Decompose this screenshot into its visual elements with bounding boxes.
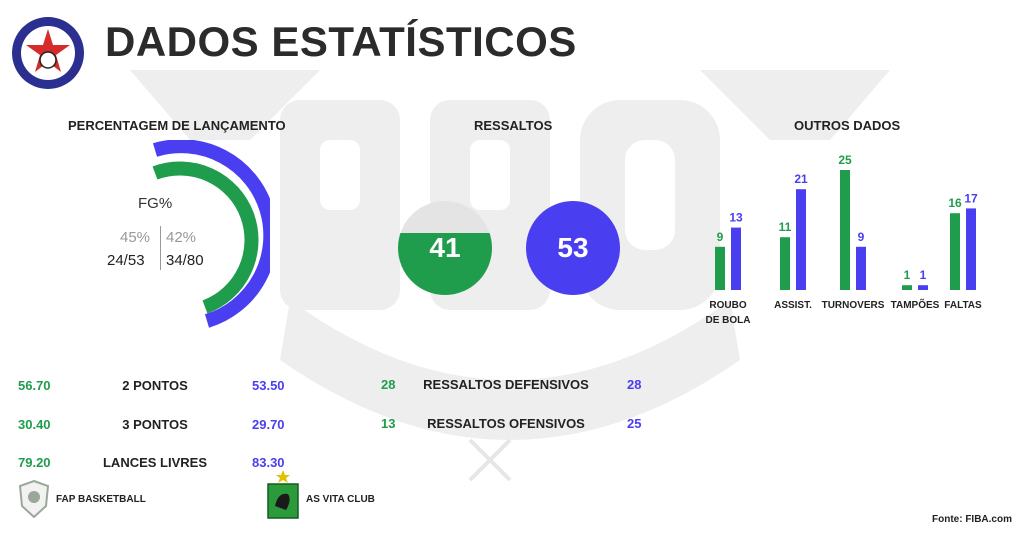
other-section-title: OUTROS DADOS xyxy=(794,118,901,133)
team-a-rebounds-value: 41 xyxy=(429,232,461,263)
team-b-stat-value: 53.50 xyxy=(252,378,285,393)
bar-value-label: 13 xyxy=(729,211,743,225)
bar-value-label: 1 xyxy=(920,268,927,282)
team-b-rebounds-value: 53 xyxy=(557,232,589,263)
bar-value-label: 9 xyxy=(717,230,724,244)
bar-value-label: 21 xyxy=(794,172,808,186)
team-a-fg-pct: 45% xyxy=(120,229,151,246)
bar-team-a-1 xyxy=(780,237,790,290)
team-b-stat-value: 28 xyxy=(627,377,642,392)
bar-team-a-2 xyxy=(840,170,850,290)
page-title: DADOS ESTATÍSTICOS xyxy=(105,18,577,65)
bar-team-a-0 xyxy=(715,246,725,290)
club-logo xyxy=(12,17,84,89)
team-b-fg-pct: 42% xyxy=(166,229,197,246)
stat-label: RESSALTOS DEFENSIVOS xyxy=(423,377,589,392)
fg-divider xyxy=(160,226,161,270)
category-label: ROUBO xyxy=(709,300,746,311)
rebounds-section-title: RESSALTOS xyxy=(474,118,553,133)
team-b-name: AS VITA CLUB xyxy=(306,494,375,505)
team-a-rebounds-bubble: 41 xyxy=(398,201,492,295)
bar-team-b-2 xyxy=(856,246,866,290)
bar-team-a-3 xyxy=(902,285,912,290)
bar-team-b-0 xyxy=(731,227,741,290)
team-a-fg-arc xyxy=(152,161,259,314)
bar-team-b-1 xyxy=(796,189,806,290)
fap-basketball-logo xyxy=(18,480,50,518)
as-vita-club-logo xyxy=(267,470,299,519)
fg-label: FG% xyxy=(138,195,173,212)
team-a-stat-value: 28 xyxy=(381,377,396,392)
stat-label: 2 PONTOS xyxy=(122,378,188,393)
team-b-stat-value: 29.70 xyxy=(252,417,285,432)
stat-label: 3 PONTOS xyxy=(122,417,188,432)
bar-team-a-4 xyxy=(950,213,960,290)
source-credit: Fonte: FIBA.com xyxy=(932,514,1012,525)
bar-value-label: 25 xyxy=(838,153,852,167)
category-label: DE BOLA xyxy=(706,315,751,326)
category-label: TURNOVERS xyxy=(822,300,885,311)
team-a-stat-value: 56.70 xyxy=(18,378,51,393)
shooting-arcs xyxy=(152,140,270,328)
category-label: FALTAS xyxy=(944,300,982,311)
team-a-name: FAP BASKETBALL xyxy=(56,494,146,505)
bar-team-b-4 xyxy=(966,208,976,290)
bar-team-b-3 xyxy=(918,285,928,290)
category-label: TAMPÕES xyxy=(891,298,940,311)
team-a-stat-value: 13 xyxy=(381,416,396,431)
team-b-fg-frac: 34/80 xyxy=(166,252,204,269)
team-a-stat-value: 30.40 xyxy=(18,417,51,432)
bar-value-label: 9 xyxy=(858,230,865,244)
category-label: ASSIST. xyxy=(774,300,812,311)
bar-value-label: 11 xyxy=(779,220,792,234)
bar-value-label: 17 xyxy=(964,191,978,205)
team-a-fg-frac: 24/53 xyxy=(107,252,145,269)
team-a-stat-value: 79.20 xyxy=(18,455,51,470)
bar-value-label: 16 xyxy=(948,196,962,210)
team-b-rebounds-bubble: 53 xyxy=(526,201,620,295)
stat-label: RESSALTOS OFENSIVOS xyxy=(427,416,585,431)
team-b-stat-value: 25 xyxy=(627,416,642,431)
shooting-section-title: PERCENTAGEM DE LANÇAMENTO xyxy=(68,118,286,133)
stat-label: LANCES LIVRES xyxy=(102,455,207,470)
bar-value-label: 1 xyxy=(904,268,911,282)
team-b-fg-arc xyxy=(152,140,270,328)
team-b-stat-value: 83.30 xyxy=(252,455,285,470)
